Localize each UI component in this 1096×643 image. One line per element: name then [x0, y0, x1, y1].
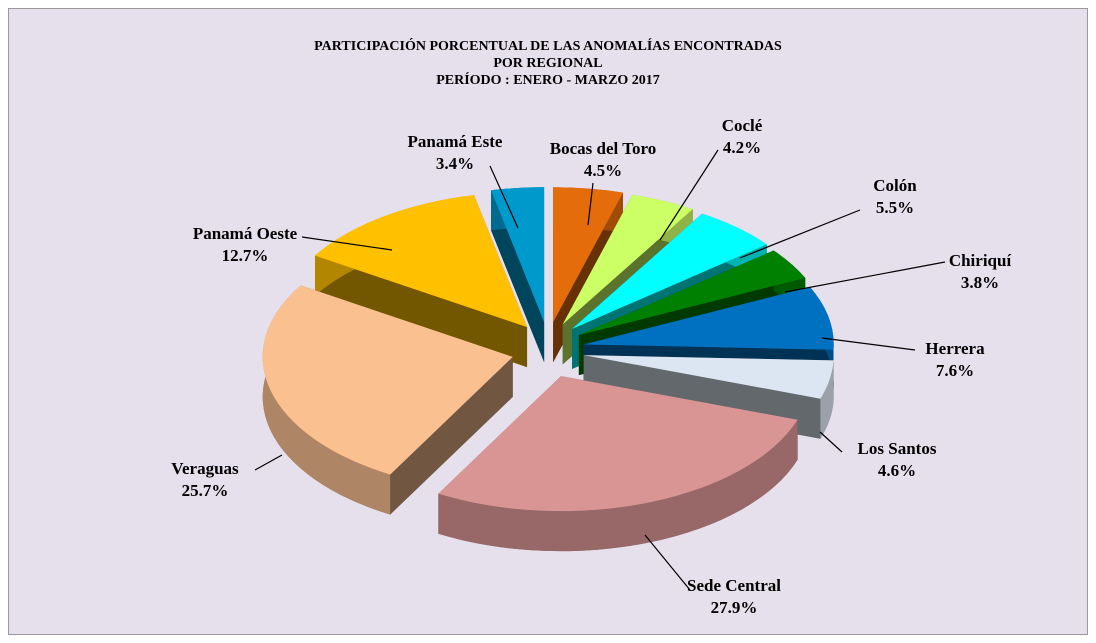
slice — [438, 376, 798, 552]
slice-top — [438, 376, 798, 512]
slice-wall — [491, 190, 545, 363]
slice-top — [572, 213, 767, 329]
leader-line — [821, 337, 916, 351]
slice-label: Bocas del Toro — [550, 139, 656, 158]
slice-label: Sede Central — [687, 576, 781, 595]
leader-line — [644, 534, 691, 591]
leader-line — [739, 209, 861, 259]
value-label: 7.6% — [936, 361, 974, 380]
value-label: 3.8% — [961, 273, 999, 292]
slice-top — [562, 194, 693, 325]
slice-label: Panamá Oeste — [193, 224, 298, 243]
value-label: 12.7% — [222, 246, 269, 265]
leader-line — [587, 182, 594, 226]
leader-line — [659, 149, 719, 241]
chart-title: PARTICIPACIÓN PORCENTUAL DE LAS ANOMALÍA… — [314, 37, 782, 54]
chart-title: PERÍODO : ENERO - MARZO 2017 — [436, 71, 660, 88]
slice-label: Veraguas — [171, 459, 239, 478]
value-label: 4.5% — [584, 161, 622, 180]
value-label: 4.6% — [878, 461, 916, 480]
slice-top — [583, 287, 834, 350]
slice-wall — [390, 356, 513, 515]
slice-top — [314, 195, 528, 328]
slice-label: Los Santos — [858, 439, 937, 458]
leader-line — [301, 236, 393, 251]
leader-line — [784, 261, 946, 293]
value-label: 5.5% — [876, 198, 914, 217]
value-label: 3.4% — [436, 154, 474, 173]
slice-side — [262, 285, 391, 515]
slice — [314, 195, 528, 368]
leader-line — [819, 431, 843, 453]
value-label: 27.9% — [711, 598, 758, 617]
slice — [262, 285, 513, 515]
value-label: 4.2% — [723, 138, 761, 157]
slice-top — [583, 355, 834, 399]
slice-top — [491, 187, 545, 323]
chart-title: POR REGIONAL — [493, 56, 602, 71]
slice-side — [438, 419, 798, 552]
slice-label: Herrera — [925, 339, 985, 358]
leader-line — [489, 165, 519, 229]
slice-label: Coclé — [722, 116, 763, 135]
slice-label: Chiriquí — [949, 251, 1012, 270]
slice-wall — [314, 255, 528, 368]
slice-side — [820, 360, 834, 439]
slice-top — [553, 187, 623, 323]
leader-line — [254, 454, 283, 471]
slice-label: Panamá Este — [408, 132, 503, 151]
slice-top — [578, 250, 806, 336]
slice-top — [262, 285, 513, 475]
slice-label: Colón — [873, 176, 917, 195]
value-label: 25.7% — [182, 481, 229, 500]
